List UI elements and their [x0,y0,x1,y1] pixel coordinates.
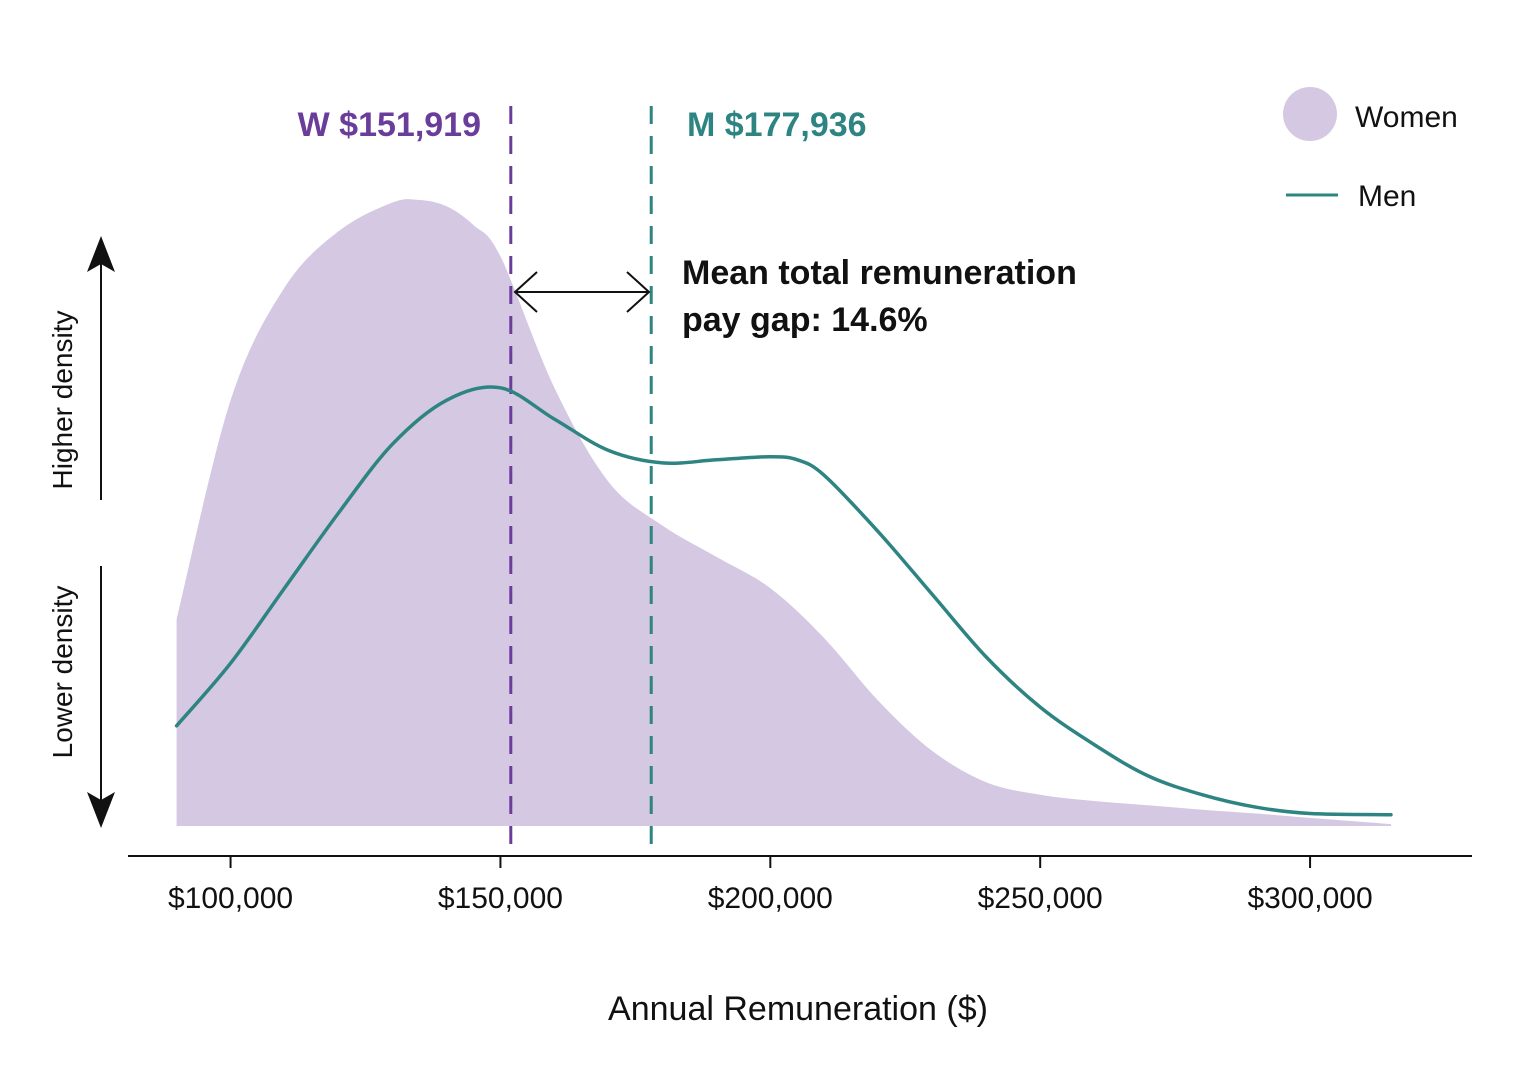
pay-gap-text-line1: Mean total remuneration [682,254,1077,292]
men-mean-label: M $177,936 [687,106,867,144]
women-mean-label: W $151,919 [298,106,481,144]
men-density-line [174,385,1393,817]
legend: Women Men [1283,87,1458,213]
x-tick-label: $150,000 [438,882,563,915]
pay-gap-text-line2: pay gap: 14.6% [682,301,928,339]
x-tick-label: $200,000 [708,882,833,915]
lower-density-label: Lower density [47,586,78,759]
higher-density-label: Higher density [47,311,78,490]
x-tick-label: $300,000 [1248,882,1373,915]
women-density-area [176,199,1392,826]
density-arrow-up-head [87,236,115,272]
gap-arrow-left-head [513,271,538,313]
pay-gap-annotation: Mean total remuneration pay gap: 14.6% [513,254,1077,339]
legend-women-label: Women [1355,101,1458,134]
legend-women-swatch [1283,87,1337,141]
density-arrow-down-head [87,792,115,828]
legend-men-label: Men [1358,180,1416,213]
plot-area [174,106,1393,856]
x-tick-label: $250,000 [978,882,1103,915]
x-axis-title: Annual Remuneration ($) [608,990,988,1028]
gap-arrow-right-head [626,271,651,313]
x-tick-label: $100,000 [168,882,293,915]
density-indicator: Higher density Lower density [47,236,115,828]
x-axis-ticks: $100,000 $150,000 $200,000 $250,000 $300,000 [168,856,1373,915]
